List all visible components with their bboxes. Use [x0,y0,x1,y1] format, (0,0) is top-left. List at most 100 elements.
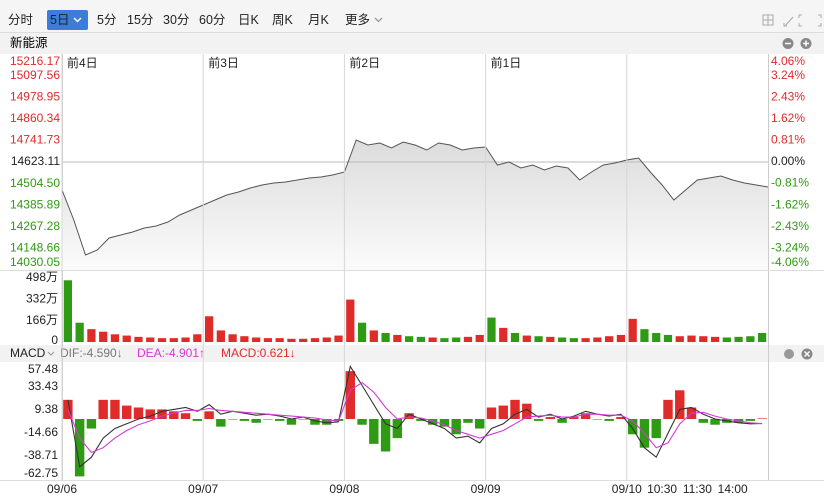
y-tick-label: 14741.73 [10,133,60,147]
volume-bar [534,336,543,342]
volume-bar [499,327,508,342]
tab[interactable]: 30分 [163,13,189,27]
volume-bar [75,322,84,342]
y2-tick-label: 1.62% [771,111,805,125]
icon [804,351,810,357]
macd-bar [227,418,238,420]
macd-bar [510,399,520,419]
y-tick-label: 14148.66 [10,241,60,255]
y-tick-label: 14860.34 [10,111,60,125]
volume-bar [216,330,225,342]
macd-bar [98,399,108,419]
macd-bar [498,405,508,419]
volume-bar [299,338,308,342]
y2-tick-label: 4.06% [771,54,805,68]
volume-bar [146,337,155,342]
macd-bar [663,399,673,419]
y2-tick-label: -2.43% [771,219,809,233]
volume-bar [522,335,531,342]
volume-bar [734,336,743,342]
tab[interactable]: 更多 [345,13,370,27]
volume-bar [416,336,426,342]
macd-line [67,381,763,454]
volume-bar [275,338,284,342]
x-tick-label: 09/07 [188,482,218,496]
volume-bar [757,333,767,342]
macd-bar [545,417,556,419]
volume-bar [110,334,120,342]
volume-bar [640,329,649,342]
y2-tick-label: 0.00% [771,154,805,168]
volume-bar [746,336,755,342]
toolbar-icons[interactable] [762,14,822,27]
macd-bar [192,418,203,421]
x-tick-label: 10:30 [647,482,677,496]
macd-bar [133,407,144,419]
macd-bar [698,418,708,423]
macd-bar [592,418,603,420]
price-line [61,139,769,256]
volume-bar [240,336,249,342]
macd-bar [475,418,485,429]
macd-bar [380,418,391,452]
macd-bar [463,418,473,423]
y-tick-label: 15097.56 [10,68,60,82]
volume-bar [310,338,320,342]
volume-bar [346,299,355,342]
tab[interactable]: 5分 [97,13,116,27]
y2-tick-label: -3.24% [771,240,809,254]
macd-bar [180,413,191,419]
toolbar [0,0,824,32]
icon [803,40,809,47]
tab[interactable]: 周K [272,13,294,27]
y2-tick-label: 2.43% [771,90,805,104]
volume-bar [134,336,143,342]
settings-button[interactable] [784,349,794,359]
tab[interactable]: 5日 [50,13,69,27]
y-tick-label: 332万 [26,291,58,305]
macd-bar [86,418,97,429]
day-label: 前4日 [67,55,98,70]
y-tick-label: 57.48 [28,362,58,376]
y-tick-label: 14030.05 [10,255,60,269]
macd-bar [486,407,497,419]
x-tick-label: 09/09 [471,482,501,496]
macd-bar [122,405,132,419]
tab[interactable]: 日K [238,13,260,27]
volume-bar [228,334,237,342]
volume-bar [99,331,108,342]
legend-entry: DEA:-4.901↑ [137,346,205,360]
tab[interactable]: 月K [308,13,330,27]
macd-bar [604,418,614,421]
volume-bar [546,336,555,342]
volume-bar [510,333,520,342]
macd-bar [710,418,720,425]
volume-bar [157,338,167,342]
volume-bar [687,335,696,342]
volume-bar [628,318,637,342]
macd-bar [616,417,626,419]
volume-bar [487,317,496,342]
macd-bar [533,418,544,421]
volume-bar [357,322,367,342]
volume-bar [440,338,449,342]
tab[interactable]: 60分 [199,13,225,27]
volume-bar [581,338,590,342]
volume-bar [322,337,331,342]
tab[interactable]: 15分 [127,13,153,27]
y-tick-label: 14504.50 [10,176,60,190]
volume-bar [263,338,273,342]
macd-bar [263,418,273,420]
volume-bar [204,316,214,342]
macd-bar [110,399,120,419]
y2-tick-label: -0.81% [771,176,809,190]
tab[interactable]: 分时 [8,13,34,27]
indicator-name[interactable]: MACD [10,346,46,360]
macd-bar [310,418,320,425]
volume-bar [452,337,461,342]
volume-bar [393,334,402,342]
price-area [62,140,768,270]
macd-bar [322,418,332,425]
